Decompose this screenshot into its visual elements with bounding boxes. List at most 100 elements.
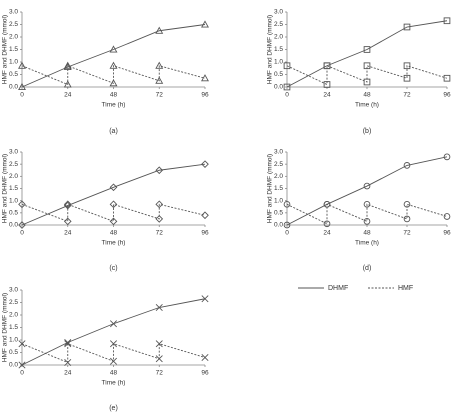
y-tick-label: 2.5 — [9, 299, 18, 306]
x-tick-label: 0 — [285, 230, 289, 237]
marker — [283, 200, 291, 208]
x-axis-label: Time (h) — [355, 102, 379, 109]
x-axis-label: Time (h) — [355, 240, 379, 247]
x-axis-label: Time (h) — [102, 380, 126, 387]
marker — [323, 220, 331, 228]
series-line — [286, 20, 448, 88]
x-tick-label: 24 — [64, 92, 72, 99]
x-tick-label: 24 — [64, 370, 72, 377]
marker — [18, 200, 26, 209]
marker — [18, 221, 26, 229]
y-tick-label: 2.0 — [9, 173, 18, 180]
marker — [201, 353, 209, 362]
legend-label: DHMF — [328, 285, 348, 292]
panel-label: (e) — [109, 405, 118, 412]
x-tick-label: 96 — [201, 92, 209, 99]
marker — [323, 200, 331, 208]
marker — [283, 221, 291, 229]
y-tick-label: 3.0 — [9, 287, 18, 294]
y-tick-label: 3.0 — [274, 9, 283, 16]
marker — [109, 217, 118, 226]
marker — [443, 74, 451, 82]
marker — [155, 26, 164, 34]
marker — [64, 358, 72, 367]
series-line — [21, 163, 206, 226]
y-tick-label: 2.0 — [9, 34, 18, 41]
x-tick-label: 72 — [156, 370, 164, 377]
x-tick-label: 0 — [20, 230, 24, 237]
y-tick-label: 3.0 — [9, 9, 18, 16]
y-tick-label: 1.5 — [274, 46, 283, 53]
marker — [18, 82, 26, 91]
x-tick-label: 0 — [285, 92, 289, 99]
x-tick-label: 48 — [110, 92, 118, 99]
y-tick-label: 1.0 — [274, 59, 283, 66]
x-tick-label: 0 — [20, 92, 24, 99]
panel-label: (b) — [363, 128, 372, 135]
y-tick-label: 2.0 — [9, 312, 18, 319]
marker — [363, 200, 371, 208]
y-tick-label: 1.0 — [9, 59, 18, 66]
y-tick-label: 2.5 — [274, 161, 283, 168]
y-tick-label: 0.0 — [274, 222, 283, 229]
marker — [109, 200, 118, 209]
x-tick-label: 48 — [363, 92, 371, 99]
marker — [363, 62, 371, 70]
marker — [109, 183, 118, 192]
marker — [155, 340, 163, 348]
marker — [283, 62, 291, 70]
x-tick-label: 48 — [110, 230, 118, 237]
y-tick-label: 2.0 — [274, 173, 283, 180]
marker — [155, 61, 164, 69]
x-tick-label: 72 — [156, 230, 164, 237]
y-tick-label: 1.5 — [9, 324, 18, 331]
marker — [283, 83, 291, 91]
marker — [155, 76, 164, 84]
y-tick-label: 1.5 — [9, 46, 18, 53]
y-axis-label: HMF and DHMF (mmol) — [2, 15, 9, 84]
y-tick-label: 0.5 — [274, 71, 283, 78]
marker — [109, 79, 118, 87]
marker — [201, 211, 209, 220]
marker — [403, 23, 411, 31]
marker — [201, 295, 209, 303]
y-tick-label: 1.5 — [274, 185, 283, 192]
series-line — [21, 203, 206, 222]
y-tick-label: 0.0 — [9, 222, 18, 229]
x-axis-label: Time (h) — [102, 102, 126, 109]
y-tick-label: 0.0 — [9, 362, 18, 369]
x-tick-label: 96 — [443, 230, 451, 237]
y-tick-label: 1.0 — [9, 337, 18, 344]
marker — [155, 215, 164, 223]
x-tick-label: 48 — [363, 230, 371, 237]
x-tick-label: 0 — [20, 370, 24, 377]
x-tick-label: 24 — [64, 230, 72, 237]
y-tick-label: 2.5 — [9, 161, 18, 168]
y-axis-label: HMF and DHMF (mmol) — [2, 154, 9, 223]
marker — [403, 162, 411, 169]
marker — [18, 340, 26, 348]
marker — [201, 160, 209, 169]
marker — [363, 78, 371, 86]
y-tick-label: 1.0 — [9, 197, 18, 204]
marker — [63, 80, 72, 88]
marker — [109, 45, 118, 53]
y-tick-label: 2.0 — [274, 34, 283, 41]
marker — [323, 81, 331, 88]
marker — [403, 215, 411, 223]
marker — [363, 182, 371, 190]
marker — [155, 200, 164, 209]
marker — [18, 61, 26, 69]
marker — [201, 20, 209, 28]
y-axis-label: HMF and DHMF (mmol) — [267, 154, 274, 223]
marker — [155, 166, 164, 175]
series-line — [21, 343, 206, 364]
x-tick-label: 72 — [403, 230, 411, 237]
marker — [18, 361, 26, 369]
marker — [363, 218, 371, 225]
marker — [63, 217, 72, 226]
y-tick-label: 0.5 — [274, 210, 283, 217]
y-tick-label: 0.5 — [9, 210, 18, 217]
y-tick-label: 0.0 — [274, 84, 283, 91]
